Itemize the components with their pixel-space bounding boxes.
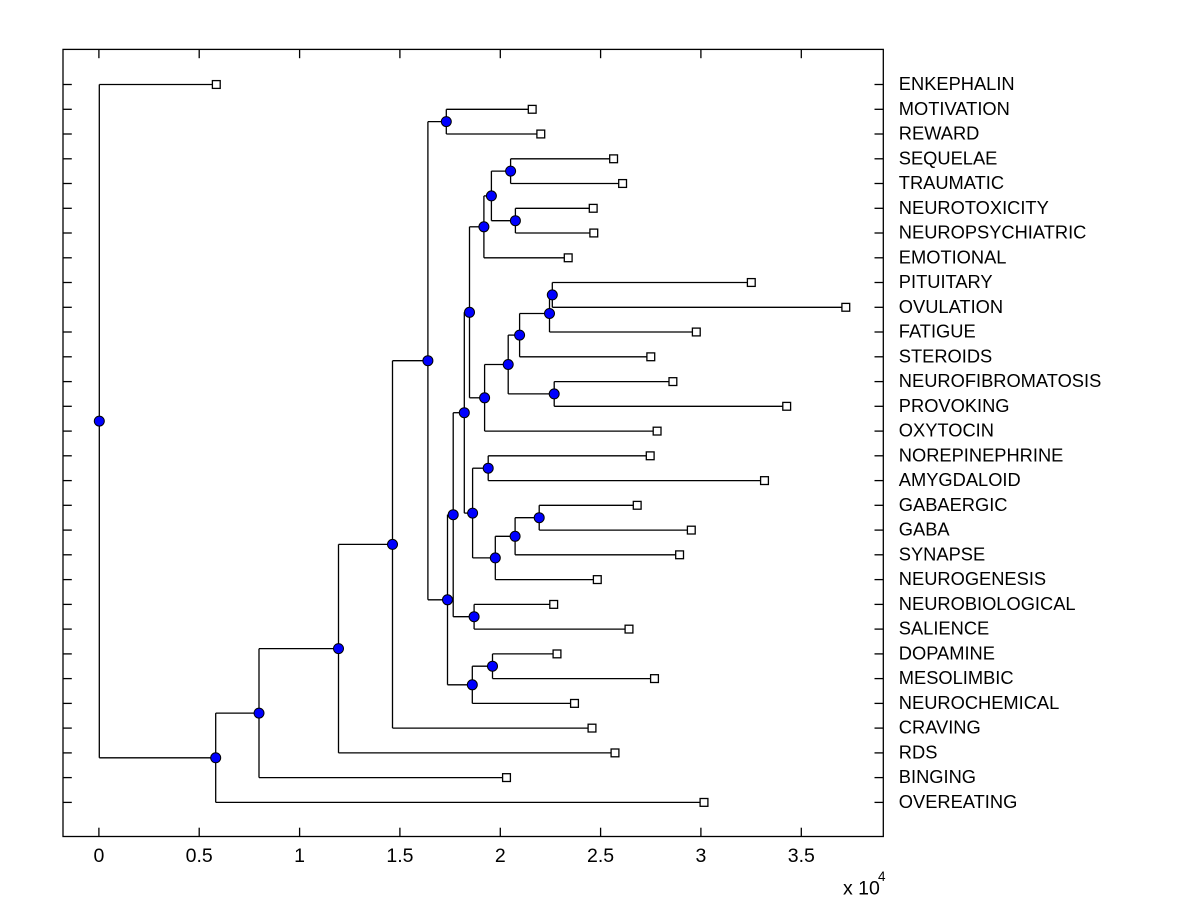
svg-text:SALIENCE: SALIENCE bbox=[899, 618, 989, 639]
svg-text:MOTIVATION: MOTIVATION bbox=[899, 98, 1010, 119]
svg-text:NOREPINEPHRINE: NOREPINEPHRINE bbox=[899, 444, 1064, 465]
svg-text:1.5: 1.5 bbox=[386, 845, 413, 867]
svg-text:OVEREATING: OVEREATING bbox=[899, 791, 1018, 812]
svg-text:PITUITARY: PITUITARY bbox=[899, 271, 993, 292]
svg-text:1: 1 bbox=[294, 845, 305, 867]
svg-text:0.5: 0.5 bbox=[186, 845, 213, 867]
svg-text:RDS: RDS bbox=[899, 742, 938, 763]
svg-text:NEUROBIOLOGICAL: NEUROBIOLOGICAL bbox=[899, 593, 1076, 614]
svg-text:OXYTOCIN: OXYTOCIN bbox=[899, 420, 994, 441]
svg-text:TRAUMATIC: TRAUMATIC bbox=[899, 172, 1004, 193]
svg-text:DOPAMINE: DOPAMINE bbox=[899, 643, 995, 664]
svg-text:GABA: GABA bbox=[899, 519, 951, 540]
svg-text:EMOTIONAL: EMOTIONAL bbox=[899, 246, 1007, 267]
svg-text:NEUROCHEMICAL: NEUROCHEMICAL bbox=[899, 692, 1060, 713]
svg-text:SEQUELAE: SEQUELAE bbox=[899, 147, 998, 168]
svg-text:NEUROPSYCHIATRIC: NEUROPSYCHIATRIC bbox=[899, 222, 1087, 243]
svg-text:SYNAPSE: SYNAPSE bbox=[899, 543, 985, 564]
svg-text:NEUROTOXICITY: NEUROTOXICITY bbox=[899, 197, 1049, 218]
svg-text:OVULATION: OVULATION bbox=[899, 296, 1003, 317]
svg-text:GABAERGIC: GABAERGIC bbox=[899, 494, 1008, 515]
svg-text:x 10: x 10 bbox=[843, 878, 880, 900]
svg-text:0: 0 bbox=[93, 845, 104, 867]
svg-text:NEUROFIBROMATOSIS: NEUROFIBROMATOSIS bbox=[899, 370, 1101, 391]
svg-text:STEROIDS: STEROIDS bbox=[899, 345, 992, 366]
svg-text:AMYGDALOID: AMYGDALOID bbox=[899, 469, 1021, 490]
svg-text:NEUROGENESIS: NEUROGENESIS bbox=[899, 568, 1046, 589]
svg-text:3.5: 3.5 bbox=[788, 845, 815, 867]
svg-text:BINGING: BINGING bbox=[899, 766, 976, 787]
svg-text:MESOLIMBIC: MESOLIMBIC bbox=[899, 667, 1014, 688]
svg-text:ENKEPHALIN: ENKEPHALIN bbox=[899, 73, 1015, 94]
svg-text:4: 4 bbox=[878, 869, 886, 884]
svg-text:3: 3 bbox=[695, 845, 706, 867]
svg-text:CRAVING: CRAVING bbox=[899, 717, 981, 738]
svg-text:2.5: 2.5 bbox=[587, 845, 614, 867]
svg-text:REWARD: REWARD bbox=[899, 123, 980, 144]
svg-text:2: 2 bbox=[495, 845, 506, 867]
svg-text:FATIGUE: FATIGUE bbox=[899, 321, 976, 342]
svg-text:PROVOKING: PROVOKING bbox=[899, 395, 1010, 416]
